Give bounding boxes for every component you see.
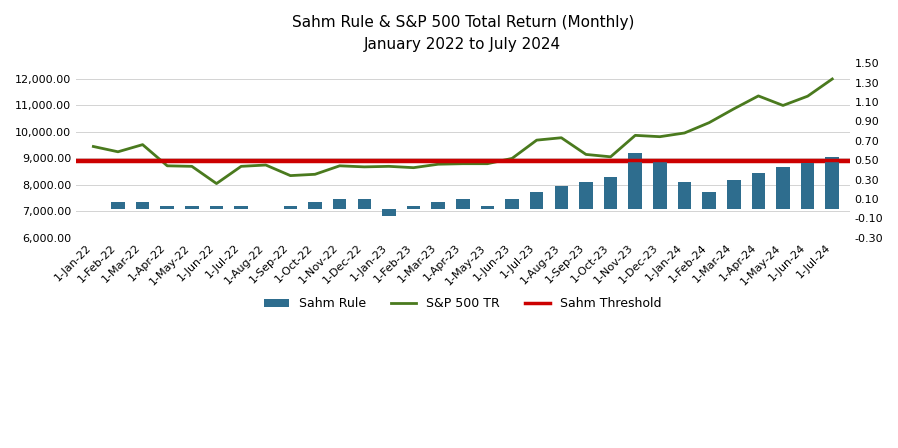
S&P 500 TR [728,106,739,112]
S&P 500 TR [704,120,715,125]
S&P 500 TR [532,138,542,143]
Bar [357,199,371,209]
S&P 500 TR [827,76,838,82]
S&P 500 TR [778,103,788,108]
Bar [161,206,174,209]
Bar [702,192,716,209]
S&P 500 TR [285,173,295,178]
Bar [407,206,420,209]
Title: Sahm Rule & S&P 500 Total Return (Monthly)
January 2022 to July 2024: Sahm Rule & S&P 500 Total Return (Monthl… [292,15,634,52]
Bar [530,192,543,209]
S&P 500 TR [409,165,419,170]
Bar [653,160,666,209]
S&P 500 TR [310,172,321,177]
S&P 500 TR [112,149,123,155]
S&P 500 TR [236,164,247,169]
Bar [284,206,297,209]
Bar [629,153,642,209]
Bar [776,167,789,209]
S&P 500 TR [556,135,567,140]
S&P 500 TR [137,142,148,147]
S&P 500 TR [753,93,764,99]
S&P 500 TR [802,94,813,99]
S&P 500 TR [679,130,690,136]
S&P 500 TR [482,161,493,166]
Bar [603,177,617,209]
S&P 500 TR [162,163,172,168]
Bar [456,199,470,209]
Bar [480,206,494,209]
S&P 500 TR [359,164,370,169]
Bar [579,182,593,209]
S&P 500 TR [383,164,394,169]
Bar [333,199,347,209]
Bar [555,186,568,209]
S&P 500 TR [605,154,616,159]
Legend: Sahm Rule, S&P 500 TR, Sahm Threshold: Sahm Rule, S&P 500 TR, Sahm Threshold [260,293,666,315]
Bar [431,202,445,209]
Bar [308,202,321,209]
Bar [234,206,248,209]
Bar [210,206,224,209]
Bar [185,206,198,209]
Bar [752,173,765,209]
S&P 500 TR [211,181,222,186]
S&P 500 TR [655,134,665,139]
S&P 500 TR [457,161,468,166]
Bar [506,199,519,209]
Bar [136,202,149,209]
S&P 500 TR [433,162,444,167]
S&P 500 TR [629,133,640,138]
Sahm Threshold [112,158,123,164]
S&P 500 TR [260,162,271,168]
Bar [825,157,839,209]
Bar [801,163,814,209]
Sahm Threshold [88,158,99,164]
S&P 500 TR [334,163,345,168]
Bar [383,209,396,215]
S&P 500 TR [187,164,198,169]
S&P 500 TR [506,156,517,161]
Bar [111,202,125,209]
Bar [727,180,741,209]
S&P 500 TR [581,152,592,157]
Bar [678,182,691,209]
Line: S&P 500 TR: S&P 500 TR [93,79,832,184]
S&P 500 TR [88,144,99,149]
